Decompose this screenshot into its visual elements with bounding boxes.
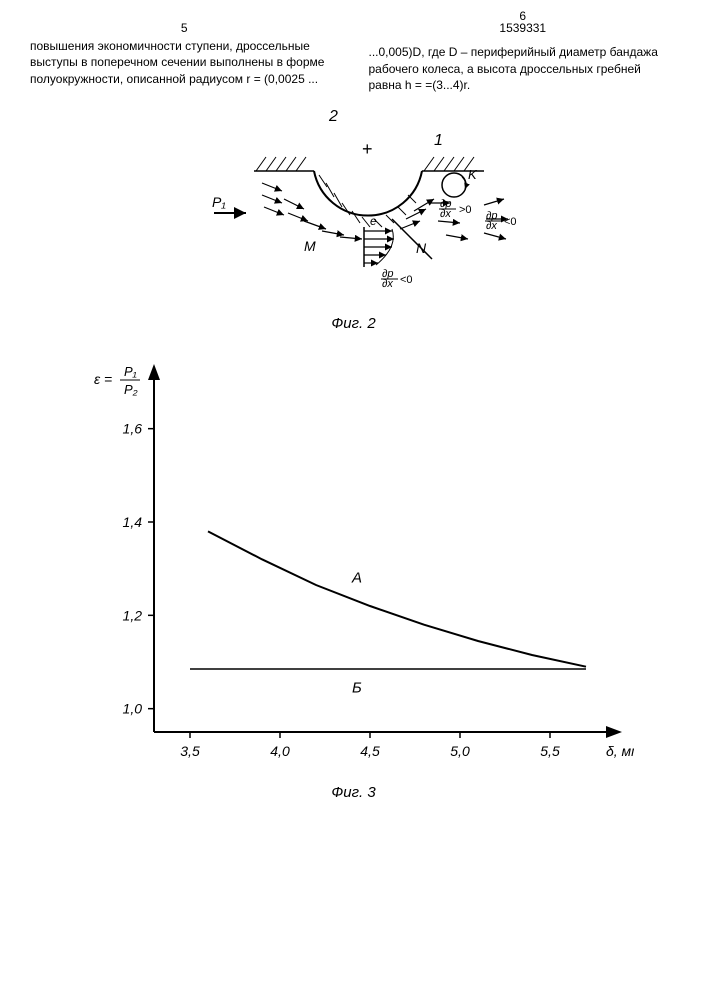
svg-text:∂x: ∂x [486,220,497,232]
callout-2: 2 [328,108,338,125]
svg-text:δ, мм: δ, мм [606,743,634,759]
svg-text:>0: >0 [459,204,472,216]
velocity-profile [364,231,394,263]
label-K: K [468,167,478,182]
fig3-label: Фиг. 3 [30,784,677,801]
svg-text:∂x: ∂x [382,278,393,290]
right-text: ...0,005)D, где D – периферийный диаметр… [369,44,678,93]
svg-text:1,4: 1,4 [122,514,142,530]
svg-text:1,6: 1,6 [122,421,142,437]
svg-text:Б: Б [352,679,362,696]
svg-text:1,0: 1,0 [122,701,142,717]
main-arc [314,171,422,216]
label-e: e [370,214,377,228]
svg-text:5,0: 5,0 [450,743,470,759]
svg-text:1,2: 1,2 [122,607,142,623]
col-num-right: 6 [369,8,678,24]
right-column: 1539331 6 ...0,005)D, где D – периферийн… [369,20,678,93]
fig3-svg: 1,0 1,2 1,4 1,6 3,5 4,0 4,5 5,0 5,5 ε = P₁ P₂ δ, мм А… [74,352,634,782]
svg-text:∂x: ∂x [440,208,451,220]
svg-text:P₁: P₁ [124,364,137,379]
arc-hatch [319,175,416,227]
figure-3: 1,0 1,2 1,4 1,6 3,5 4,0 4,5 5,0 5,5 ε = P₁ P₂ δ, мм А… [30,352,677,801]
svg-text:P₂: P₂ [124,382,138,397]
svg-text:<0: <0 [400,274,413,286]
fig2-label: Фиг. 2 [30,315,677,332]
header-columns: 5 повышения экономичности ступени, дросс… [30,20,677,93]
label-p1: P₁ [212,194,226,210]
left-text: повышения экономичности ступени, дроссел… [30,38,339,87]
col-num-left: 5 [30,20,339,36]
svg-text:4,5: 4,5 [360,743,380,759]
label-M: M [304,238,316,254]
figure-2: 2 1 + [30,103,677,332]
callout-1: 1 [434,132,443,149]
svg-text:5,5: 5,5 [540,743,560,759]
svg-text:4,0: 4,0 [270,743,290,759]
svg-text:ε =: ε = [94,371,112,387]
label-N: N [416,240,427,256]
svg-text:<0: <0 [504,216,517,228]
vortex-k [442,173,466,197]
left-column: 5 повышения экономичности ступени, дросс… [30,20,339,93]
svg-text:3,5: 3,5 [180,743,200,759]
hatched-left-block [254,155,314,171]
fig2-svg: 2 1 + [184,103,524,313]
svg-text:А: А [351,570,362,587]
plus-mark: + [362,139,373,159]
